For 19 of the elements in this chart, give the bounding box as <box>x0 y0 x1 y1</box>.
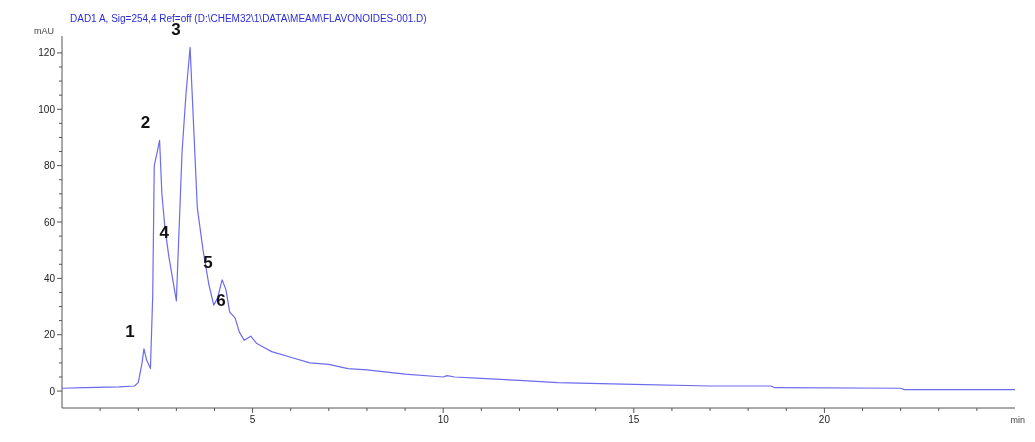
x-tick-label: 5 <box>249 414 256 425</box>
y-tick-label: 80 <box>43 160 56 172</box>
y-tick-label: 100 <box>38 103 56 115</box>
x-tick-label: 20 <box>818 414 831 425</box>
y-tick-label: 20 <box>43 329 56 341</box>
y-tick-label: 40 <box>43 272 56 284</box>
annotation: 1 <box>125 321 135 341</box>
x-axis-title: min <box>1010 415 1025 425</box>
line-series <box>61 46 1016 391</box>
y-tick-label: 120 <box>38 47 56 59</box>
x-tick-label: 10 <box>437 414 450 425</box>
annotation: 4 <box>159 223 170 243</box>
y-tick-label: 0 <box>49 385 56 397</box>
x-tick-label: 15 <box>628 414 640 425</box>
annotation: 5 <box>203 252 213 272</box>
annotation: 6 <box>216 290 226 310</box>
annotation: 2 <box>140 113 151 133</box>
y-axis-title: mAU <box>34 26 54 36</box>
y-tick-label: 60 <box>43 216 56 228</box>
